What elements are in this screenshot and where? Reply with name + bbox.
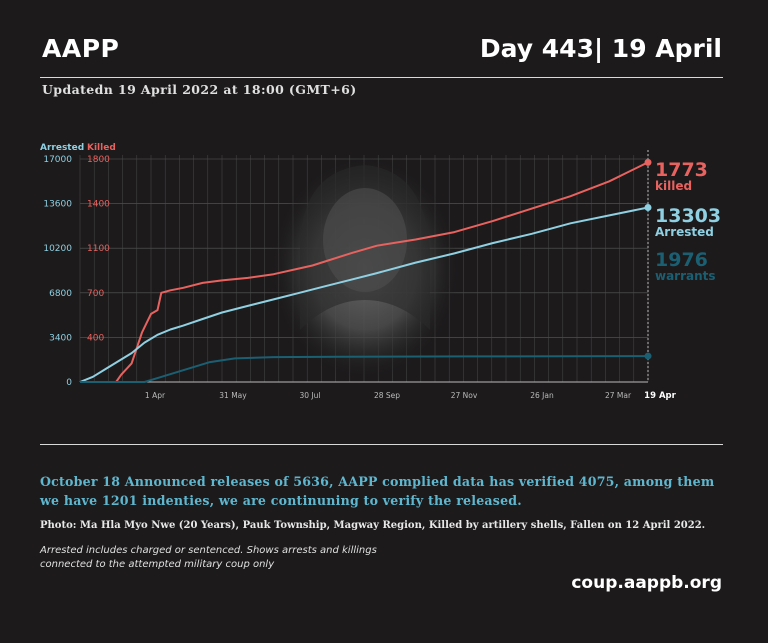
org-title: AAPP	[42, 34, 120, 63]
x-tick-label: 26 Jan	[530, 391, 554, 400]
end-value-label: 1976	[655, 249, 708, 271]
series-line-warrants	[80, 355, 649, 383]
top-divider	[40, 77, 723, 78]
series-end-point-warrants	[644, 352, 652, 360]
updated-timestamp: Updatedn 19 April 2022 at 18:00 (GMT+6)	[42, 82, 357, 97]
end-series-label: killed	[655, 179, 692, 193]
arrested-tick-label: 6800	[49, 289, 72, 299]
footnote-line-2: connected to the attempted military coup…	[40, 559, 275, 570]
x-tick-label: 28 Sep	[374, 391, 400, 400]
website-link[interactable]: coup.aappb.org	[571, 573, 722, 593]
series-end-point-killed	[644, 158, 652, 166]
series-line-arrested	[79, 206, 649, 383]
end-value-label: 1773	[655, 159, 708, 181]
killed-tick-label: 1400	[87, 200, 110, 210]
arrested-tick-label: 17000	[43, 155, 72, 165]
series-end-point-arrested	[644, 203, 652, 211]
x-tick-label: 27 Mar	[605, 391, 632, 400]
killed-tick-label: 400	[87, 333, 104, 343]
right-axis-title: Killed	[87, 143, 116, 153]
photo-caption: Photo: Ma Hla Myo Nwe (20 Years), Pauk T…	[40, 520, 706, 531]
killed-tick-label: 1100	[87, 244, 110, 254]
line-chart: Arrested Killed 17000 13600 10200 6800 3400 0…	[40, 143, 721, 401]
x-tick-label: 1 Apr	[145, 391, 166, 400]
x-tick-label: 27 Nov	[451, 391, 478, 400]
photo-portrait	[270, 156, 460, 380]
arrested-tick-label: 10200	[43, 244, 72, 254]
arrested-tick-label: 0	[66, 378, 72, 388]
arrested-tick-label: 13600	[43, 200, 72, 210]
end-series-label: Arrested	[655, 225, 714, 239]
day-counter: Day 443| 19 April	[479, 34, 722, 63]
killed-tick-label: 700	[87, 289, 104, 299]
x-tick-label: 19 Apr	[644, 391, 676, 401]
footnote-line-1: Arrested includes charged or sentenced. …	[40, 545, 377, 556]
x-tick-label: 31 May	[219, 391, 247, 400]
killed-tick-label: 1800	[87, 155, 110, 165]
series-line-killed	[80, 161, 649, 383]
end-series-label: warrants	[655, 269, 716, 283]
arrested-tick-label: 3400	[49, 333, 72, 343]
x-tick-label: 30 Jul	[300, 391, 321, 400]
bottom-divider	[40, 444, 723, 445]
end-value-label: 13303	[655, 205, 721, 227]
release-note: October 18 Announced releases of 5636, A…	[40, 474, 715, 508]
left-axis-title: Arrested	[40, 143, 84, 153]
